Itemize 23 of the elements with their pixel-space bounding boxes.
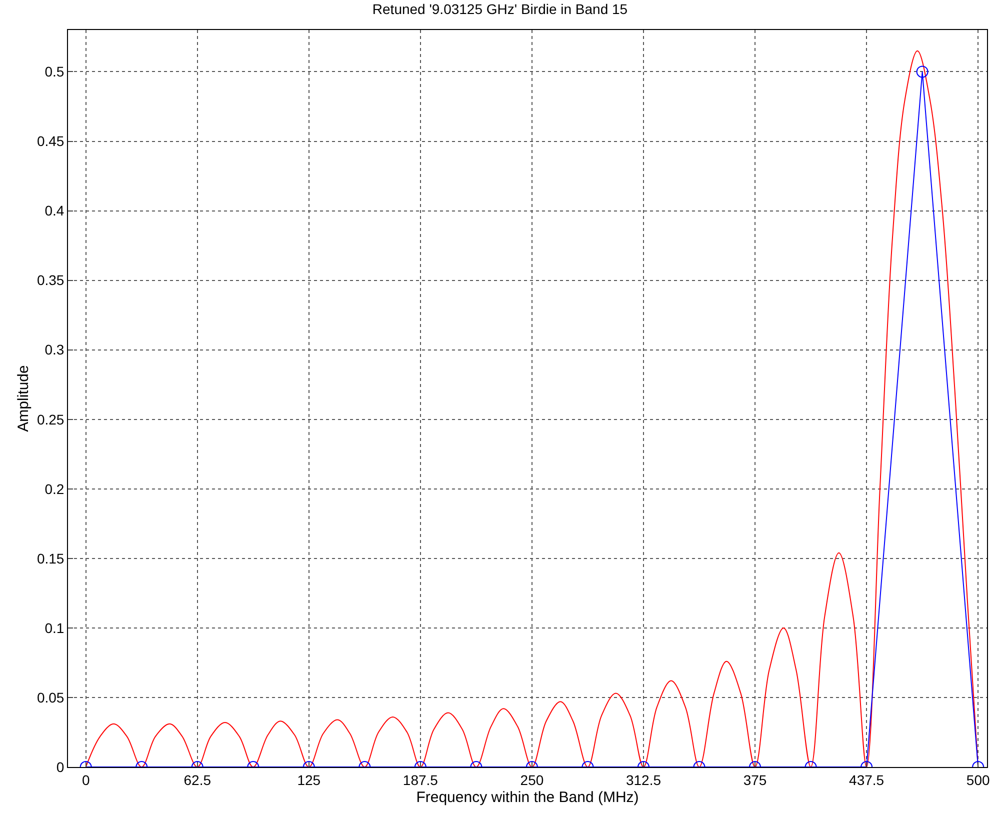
x-tick-label: 312.5: [626, 772, 662, 788]
y-tick-label: 0.5: [44, 64, 64, 80]
y-axis-title: Amplitude: [15, 365, 32, 432]
y-tick-label: 0: [56, 758, 64, 775]
y-tick-label: 0.1: [44, 620, 64, 636]
x-tick-label: 62.5: [184, 772, 212, 788]
y-tick-label: 0.35: [36, 272, 64, 288]
y-tick-label: 0.45: [36, 133, 64, 150]
y-tick-label: 0.15: [36, 550, 64, 566]
x-axis-title: Frequency within the Band (MHz): [416, 788, 639, 806]
y-tick-label: 0.2: [44, 480, 64, 497]
x-tick-label: 375: [743, 772, 767, 788]
x-tick-label: 250: [520, 772, 544, 788]
x-tick-label: 500: [966, 772, 990, 788]
y-tick-label: 0.3: [44, 342, 64, 358]
chart-title: Retuned '9.03125 GHz' Birdie in Band 15: [372, 0, 628, 17]
x-tick-label: 0: [82, 772, 90, 788]
y-tick-label: 0.25: [36, 411, 64, 428]
y-tick-label: 0.05: [36, 689, 64, 706]
x-tick-label: 125: [297, 772, 321, 788]
x-tick-label: 437.5: [849, 772, 884, 788]
y-tick-label: 0.4: [44, 202, 64, 219]
x-tick-label: 187.5: [402, 772, 438, 788]
